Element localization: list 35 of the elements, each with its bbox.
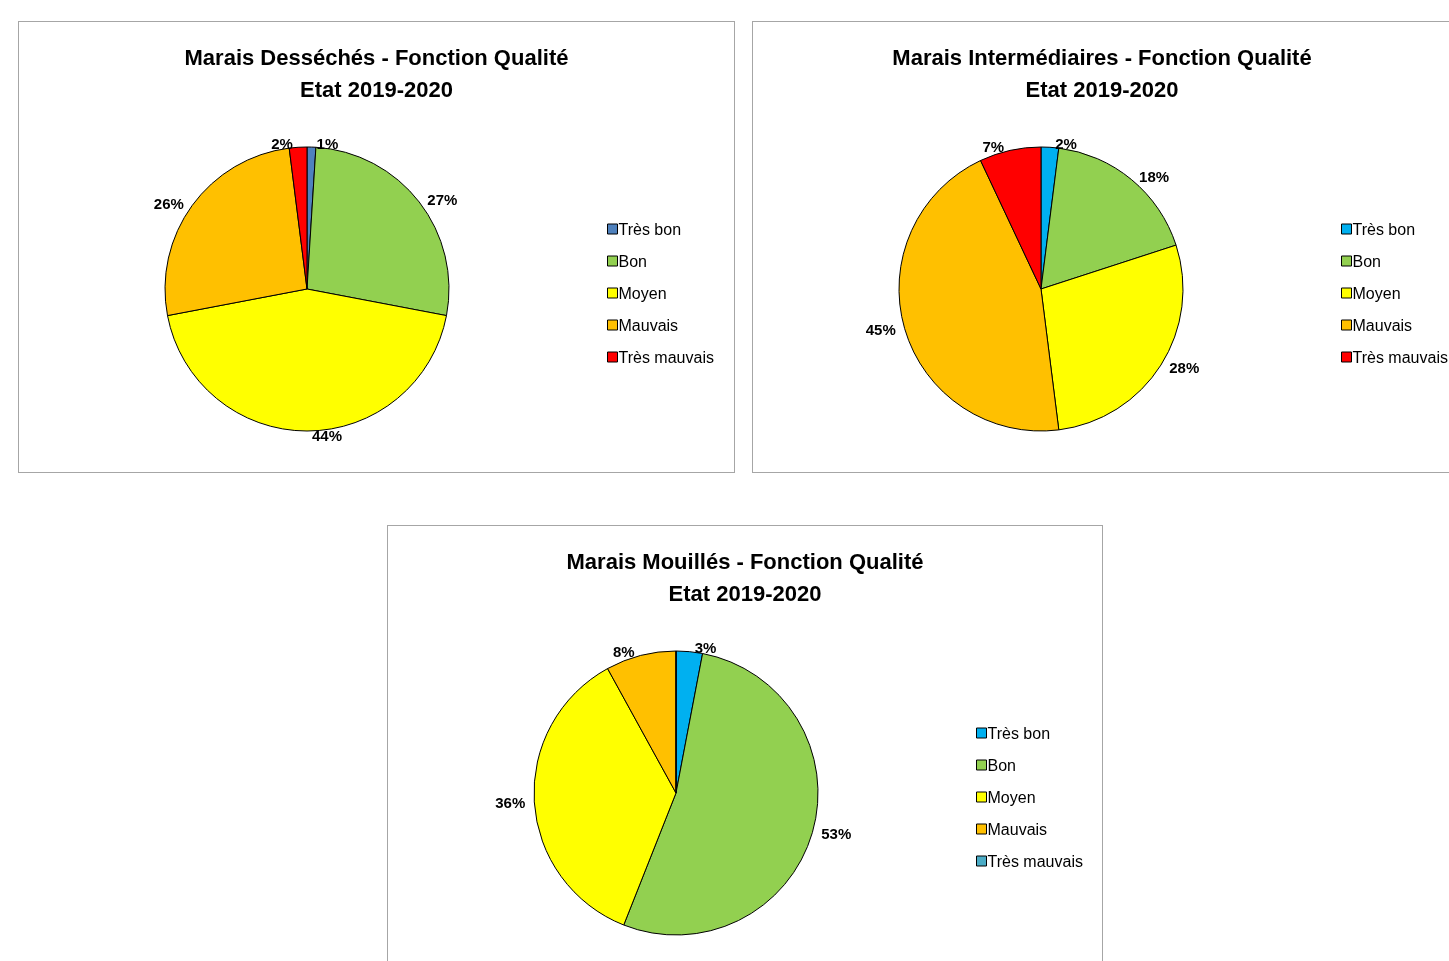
chart-title: Marais Intermédiaires - Fonction Qualité xyxy=(892,44,1312,70)
chart-subtitle: Etat 2019-2020 xyxy=(300,76,453,102)
legend-label: Très bon xyxy=(618,220,682,238)
chart-title: Marais Desséchés - Fonction Qualité xyxy=(184,44,569,70)
legend-label: Moyen xyxy=(987,788,1036,806)
chart-title: Marais Mouillés - Fonction Qualité xyxy=(566,548,924,574)
legend-label: Très mauvais xyxy=(618,348,714,366)
legend-label: Moyen xyxy=(618,284,667,302)
data-label: 28% xyxy=(1169,358,1200,376)
data-label: 36% xyxy=(495,793,526,811)
legend-label: Très mauvais xyxy=(1352,348,1448,366)
data-label: 18% xyxy=(1139,168,1170,186)
legend-label: Très mauvais xyxy=(987,852,1083,870)
legend-label: Bon xyxy=(1352,252,1381,270)
data-label: 26% xyxy=(153,194,184,212)
legend-label: Très bon xyxy=(1352,220,1416,238)
data-label: 27% xyxy=(427,191,458,209)
data-label: 2% xyxy=(271,134,293,152)
data-label: 8% xyxy=(613,643,635,661)
data-label: 44% xyxy=(312,426,343,444)
data-label: 53% xyxy=(821,825,852,843)
data-label: 2% xyxy=(1055,134,1077,152)
data-label: 1% xyxy=(316,134,339,152)
chart-subtitle: Etat 2019-2020 xyxy=(1025,76,1179,102)
legend-label: Bon xyxy=(987,756,1016,774)
chart-subtitle: Etat 2019-2020 xyxy=(668,580,822,606)
legend-label: Mauvais xyxy=(1352,316,1413,334)
legend-label: Moyen xyxy=(1352,284,1401,302)
data-label: 3% xyxy=(694,639,717,657)
data-label: 7% xyxy=(982,138,1005,156)
data-label: 45% xyxy=(865,321,896,339)
legend-label: Bon xyxy=(618,252,647,270)
legend-label: Très bon xyxy=(987,724,1051,742)
legend-label: Mauvais xyxy=(618,316,679,334)
legend-label: Mauvais xyxy=(987,820,1048,838)
